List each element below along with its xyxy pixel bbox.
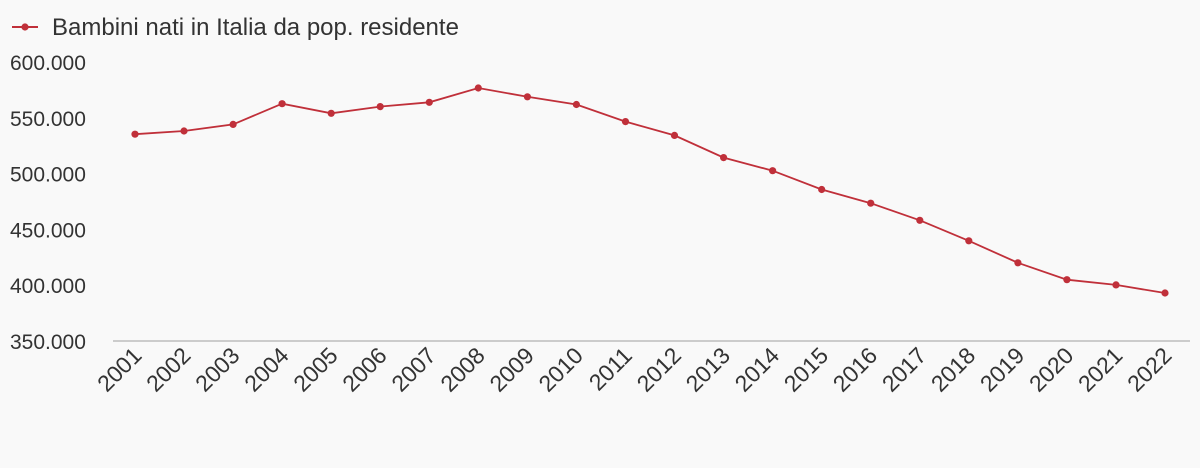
legend-dot-marker [21,23,29,31]
data-point[interactable] [376,103,384,111]
data-point[interactable] [818,185,826,194]
y-tick-label: 600.000 [10,52,86,75]
legend-label: Bambini nati in Italia da pop. residente [52,14,459,41]
data-point[interactable] [1112,281,1120,289]
data-point[interactable] [916,216,924,224]
data-point[interactable] [769,167,777,175]
legend: Bambini nati in Italia da pop. residente [12,14,459,41]
data-point[interactable] [1161,289,1169,297]
x-tick-label: 2008 [435,342,490,397]
x-tick-label: 2013 [681,342,736,397]
data-point[interactable] [867,199,875,207]
y-tick-label: 450.000 [10,219,86,242]
y-tick-label: 550.000 [10,108,86,131]
x-tick-label: 2004 [239,342,294,397]
data-point[interactable] [278,100,286,108]
data-point[interactable] [621,118,630,126]
y-axis-tick-labels: 350.000 400.000 450.000 500.000 550.000 600.0… [10,52,86,354]
data-point[interactable] [180,127,188,135]
data-point[interactable] [1014,259,1022,267]
x-tick-label: 2022 [1122,342,1177,397]
x-tick-label: 2001 [92,342,147,397]
x-tick-label: 2018 [926,342,981,397]
data-point[interactable] [523,93,532,101]
data-point[interactable] [965,237,973,245]
x-tick-label: 2005 [288,342,343,397]
x-tick-label: 2003 [190,342,245,397]
data-point[interactable] [327,109,335,117]
data-point[interactable] [572,100,581,109]
x-tick-label: 2011 [584,342,637,395]
y-tick-label: 400.000 [10,275,86,298]
x-tick-label: 2009 [484,342,539,397]
x-tick-label: 2010 [533,342,588,397]
x-tick-label: 2012 [631,342,686,397]
x-tick-label: 2014 [730,342,785,397]
x-tick-label: 2021 [1073,342,1128,397]
x-tick-label: 2020 [1024,342,1079,397]
data-point[interactable] [474,84,482,92]
x-tick-label: 2015 [779,342,834,397]
data-point[interactable] [229,120,237,128]
data-point[interactable] [131,130,139,138]
data-point[interactable] [1063,276,1071,284]
x-tick-label: 2006 [337,342,392,397]
data-point[interactable] [425,98,433,106]
x-tick-label: 2007 [386,342,441,397]
data-point[interactable] [670,131,679,139]
x-tick-label: 2002 [141,342,196,397]
series-line [134,87,1166,294]
y-tick-label: 350.000 [10,331,86,354]
x-tick-label: 2019 [975,342,1030,397]
y-tick-label: 500.000 [10,164,86,187]
x-axis-tick-labels: 2001200220032004200520062007200820092010… [92,342,1177,397]
series-group [131,84,1169,297]
x-tick-label: 2016 [828,342,883,397]
data-point[interactable] [720,154,728,162]
x-tick-label: 2017 [877,342,932,397]
